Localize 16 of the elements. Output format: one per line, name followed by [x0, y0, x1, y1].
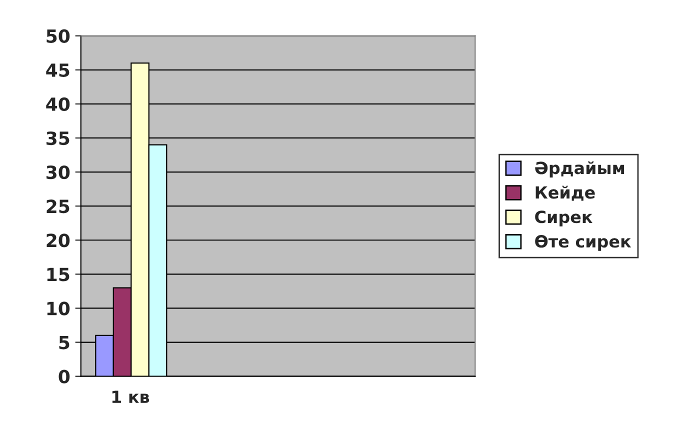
legend-label: Кейде: [536, 186, 595, 201]
y-tick-label: 10: [47, 302, 70, 316]
legend-label: Сирек: [535, 210, 592, 226]
y-tick-label: 15: [47, 268, 70, 282]
y-tick-label: 35: [46, 131, 70, 146]
y-tick-label: 5: [59, 336, 70, 350]
y-tick-label: 50: [46, 29, 70, 43]
legend-label: Өте сирек: [535, 235, 632, 251]
y-tick-label: 30: [46, 165, 70, 180]
legend-label: Әрдайым: [535, 161, 624, 178]
y-tick-label: 25: [46, 200, 70, 214]
y-tick-label: 40: [46, 97, 70, 112]
y-tick-label: 0: [58, 370, 70, 384]
y-tick-label: 20: [46, 234, 70, 248]
x-tick-label: 1 кв: [112, 390, 150, 403]
y-tick-label: 45: [46, 64, 70, 78]
